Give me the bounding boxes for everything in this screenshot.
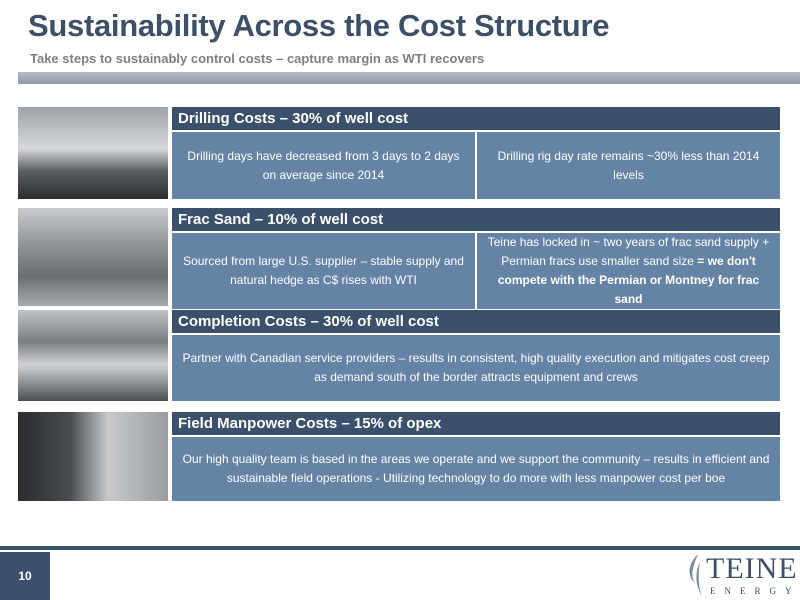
cell-text: Sourced from large U.S. supplier – stabl… [183, 254, 464, 287]
section-body: Our high quality team is based in the ar… [172, 437, 780, 501]
section-cell: Teine has locked in ~ two years of frac … [477, 233, 780, 309]
section-photo [18, 412, 168, 501]
cost-section: Completion Costs – 30% of well cost Partn… [18, 310, 780, 401]
section-heading: Drilling Costs – 30% of well cost [172, 107, 780, 130]
logo: TEINE ENERGY [684, 550, 797, 600]
section-cell: Drilling rig day rate remains ~30% less … [477, 132, 780, 199]
cell-content: Drilling rig day rate remains ~30% less … [487, 147, 770, 185]
cost-section: Frac Sand – 10% of well cost Sourced from… [18, 208, 780, 309]
section-cell: Partner with Canadian service providers … [172, 335, 780, 401]
section-cell: Our high quality team is based in the ar… [172, 437, 780, 501]
section-content: Frac Sand – 10% of well cost Sourced from… [172, 208, 780, 309]
section-photo [18, 208, 168, 306]
cell-content: Teine has locked in ~ two years of frac … [487, 233, 770, 309]
footer-line [0, 546, 800, 550]
section-photo [18, 107, 168, 199]
cell-text: Our high quality team is based in the ar… [182, 452, 770, 485]
subtitle: Take steps to sustainably control costs … [30, 51, 485, 66]
section-cell: Sourced from large U.S. supplier – stabl… [172, 233, 475, 309]
cell-content: Drilling days have decreased from 3 days… [182, 147, 465, 185]
cell-content: Partner with Canadian service providers … [182, 349, 770, 387]
cell-text: Drilling rig day rate remains ~30% less … [497, 148, 760, 182]
cell-emphasis: = we don't compete with the Permian or M… [497, 254, 760, 306]
cell-content: Sourced from large U.S. supplier – stabl… [182, 252, 465, 290]
page-number: 10 [0, 552, 50, 600]
cell-text: Drilling days have decreased from 3 days… [187, 148, 460, 182]
cost-section: Drilling Costs – 30% of well cost Drillin… [18, 107, 780, 199]
section-body: Partner with Canadian service providers … [172, 335, 780, 401]
header-band [18, 72, 800, 84]
section-cell: Drilling days have decreased from 3 days… [172, 132, 475, 199]
section-body: Drilling days have decreased from 3 days… [172, 132, 780, 199]
section-content: Drilling Costs – 30% of well cost Drillin… [172, 107, 780, 199]
logo-name: TEINE [706, 552, 798, 585]
logo-mark [689, 554, 702, 596]
cell-text: Teine has locked in ~ two years of frac … [487, 235, 770, 268]
logo-tagline: ENERGY [710, 586, 800, 596]
section-heading: Frac Sand – 10% of well cost [172, 208, 780, 231]
section-content: Field Manpower Costs – 15% of opex Our hi… [172, 412, 780, 501]
section-photo [18, 310, 168, 401]
cell-content: Our high quality team is based in the ar… [182, 450, 770, 488]
section-heading: Completion Costs – 30% of well cost [172, 310, 780, 333]
cell-text: Partner with Canadian service providers … [182, 351, 770, 384]
title: Sustainability Across the Cost Structure [28, 8, 610, 43]
section-heading: Field Manpower Costs – 15% of opex [172, 412, 780, 435]
section-body: Sourced from large U.S. supplier – stabl… [172, 233, 780, 309]
section-content: Completion Costs – 30% of well cost Partn… [172, 310, 780, 401]
cost-section: Field Manpower Costs – 15% of opex Our hi… [18, 412, 780, 501]
